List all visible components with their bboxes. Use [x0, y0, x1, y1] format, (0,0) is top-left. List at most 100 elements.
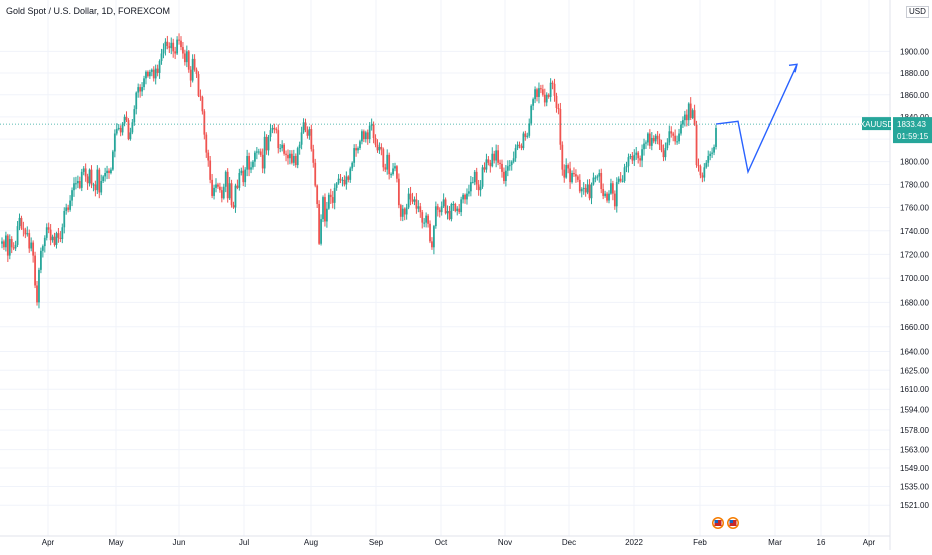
- candle: [174, 46, 177, 60]
- candle: [563, 164, 566, 183]
- candle: [115, 123, 118, 136]
- candle: [458, 203, 461, 214]
- candle: [538, 82, 540, 104]
- candle: [637, 150, 640, 164]
- candle: [666, 138, 669, 151]
- candle: [36, 280, 38, 306]
- candle: [96, 165, 99, 195]
- candle: [545, 92, 548, 107]
- candle: [65, 203, 68, 215]
- y-tick-label: 1640.00: [900, 348, 929, 357]
- candle: [664, 142, 667, 161]
- candle: [244, 167, 247, 187]
- economic-event-flag-icon[interactable]: [727, 517, 739, 529]
- candle: [16, 221, 19, 248]
- candle: [407, 188, 410, 210]
- candle: [436, 203, 439, 217]
- candle: [322, 195, 324, 223]
- candle: [236, 179, 239, 190]
- candle: [217, 182, 219, 189]
- candle: [197, 71, 200, 98]
- candle: [658, 133, 661, 150]
- y-tick-label: 1740.00: [900, 227, 929, 236]
- candle: [633, 149, 636, 166]
- candle: [623, 163, 626, 183]
- candle: [230, 179, 233, 208]
- candle: [423, 218, 426, 228]
- candle: [18, 213, 21, 231]
- x-tick-label: Nov: [498, 538, 512, 547]
- candle: [172, 38, 175, 58]
- candle: [672, 131, 675, 142]
- candle: [635, 146, 638, 160]
- candle: [596, 174, 599, 181]
- candle: [590, 182, 593, 205]
- candle: [510, 160, 513, 171]
- candle: [512, 151, 515, 164]
- x-tick-label: Apr: [863, 538, 876, 547]
- candle: [711, 147, 714, 158]
- candle: [481, 164, 484, 189]
- candle: [349, 166, 352, 183]
- candle: [561, 141, 564, 176]
- candle: [193, 54, 196, 72]
- candle: [528, 118, 531, 138]
- candle: [275, 127, 278, 134]
- candle: [399, 203, 402, 221]
- candle: [469, 175, 472, 197]
- candle: [442, 193, 445, 209]
- grid: [0, 0, 890, 536]
- candle: [571, 170, 573, 184]
- currency-label[interactable]: USD: [906, 6, 929, 18]
- candle: [555, 92, 558, 113]
- candle: [604, 190, 607, 198]
- x-tick-label: 2022: [625, 538, 643, 547]
- candle: [703, 163, 706, 182]
- candle: [59, 231, 62, 243]
- candle: [464, 193, 466, 204]
- candle: [129, 127, 132, 141]
- candle: [695, 120, 698, 168]
- candle: [403, 207, 406, 221]
- candle: [600, 168, 603, 194]
- candle: [113, 129, 116, 158]
- candle: [170, 37, 173, 55]
- candle: [252, 160, 254, 170]
- candle: [296, 146, 299, 169]
- candle: [160, 48, 163, 65]
- candle: [518, 141, 521, 149]
- candle: [333, 183, 336, 210]
- candle: [660, 139, 663, 153]
- candle: [355, 144, 357, 157]
- candle: [573, 167, 575, 177]
- candle: [242, 165, 245, 187]
- projection-path[interactable]: [715, 64, 798, 175]
- candle: [279, 144, 282, 153]
- candle: [292, 149, 295, 166]
- candle: [49, 224, 52, 246]
- candle: [234, 183, 237, 213]
- candle: [312, 144, 315, 168]
- candle: [362, 129, 365, 143]
- candle: [425, 212, 428, 228]
- candle: [351, 161, 354, 172]
- candle: [495, 144, 498, 168]
- candle: [417, 200, 420, 213]
- candle: [4, 231, 7, 252]
- candle: [10, 236, 13, 254]
- candle: [370, 118, 373, 131]
- candle: [483, 162, 486, 173]
- candle: [135, 91, 138, 115]
- y-tick-label: 1521.00: [900, 501, 929, 510]
- candle: [366, 129, 369, 145]
- y-tick-label: 1760.00: [900, 203, 929, 212]
- candle: [324, 193, 326, 227]
- candle: [298, 141, 301, 155]
- candle: [185, 45, 188, 68]
- candle: [100, 174, 103, 196]
- candle: [520, 143, 523, 151]
- economic-event-flag-icon[interactable]: [712, 517, 724, 529]
- y-tick-label: 1563.00: [900, 446, 929, 455]
- y-tick-label: 1680.00: [900, 298, 929, 307]
- candle: [440, 201, 443, 216]
